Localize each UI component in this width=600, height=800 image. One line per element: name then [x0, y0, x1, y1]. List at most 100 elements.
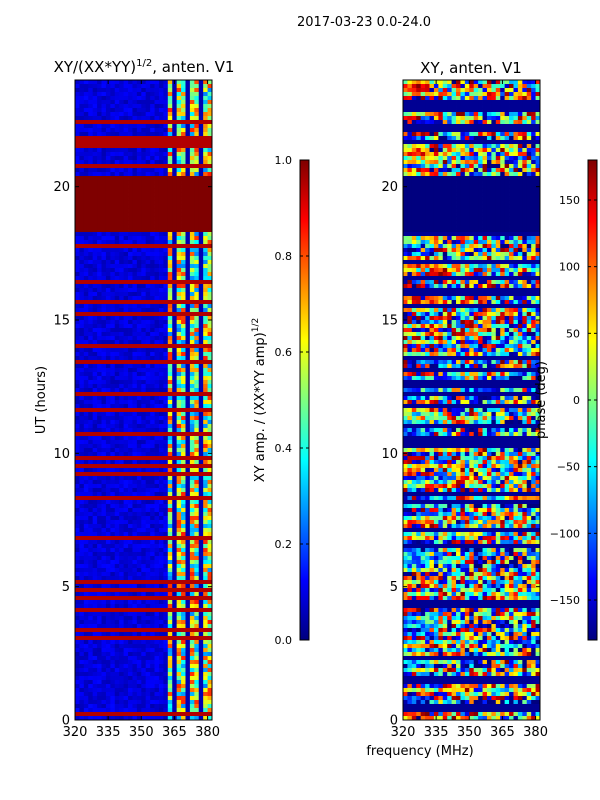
heatmap-cell — [167, 308, 173, 313]
heatmap-cell — [92, 652, 98, 657]
heatmap-cell — [163, 340, 169, 345]
heatmap-cell — [150, 88, 155, 93]
heatmap-cell — [105, 360, 111, 365]
heatmap-cell — [114, 696, 120, 701]
heatmap-cell — [141, 428, 147, 433]
heatmap-cell — [79, 428, 85, 433]
heatmap-cell — [123, 80, 129, 85]
heatmap-cell — [154, 316, 160, 321]
heatmap-cell — [114, 452, 120, 457]
heatmap-cell — [207, 568, 213, 573]
heatmap-cell — [194, 536, 200, 541]
heatmap-cell — [114, 704, 120, 709]
heatmap-cell — [123, 556, 129, 561]
heatmap-cell — [172, 92, 178, 97]
heatmap-cell — [83, 204, 89, 209]
heatmap-cell — [105, 168, 111, 173]
heatmap-cell — [167, 716, 173, 721]
heatmap-cell — [110, 456, 116, 461]
heatmap-cell — [189, 264, 195, 269]
heatmap-cell — [145, 272, 151, 277]
heatmap-cell — [203, 316, 208, 321]
heatmap-cell — [150, 108, 155, 113]
heatmap-cell — [119, 636, 125, 641]
heatmap-cell — [83, 648, 89, 653]
heatmap-cell — [189, 116, 195, 121]
heatmap-cell — [154, 468, 160, 473]
heatmap-cell — [163, 420, 169, 425]
heatmap-cell — [207, 492, 213, 497]
heatmap-cell — [79, 332, 85, 337]
heatmap-cell — [145, 372, 151, 377]
heatmap-cell — [75, 368, 80, 373]
heatmap-cell — [123, 628, 129, 633]
heatmap-cell — [198, 384, 204, 389]
heatmap-cell — [114, 668, 120, 673]
heatmap-cell — [207, 328, 213, 333]
heatmap-cell — [145, 484, 151, 489]
heatmap-cell — [163, 444, 169, 449]
heatmap-cell — [75, 700, 80, 705]
heatmap-cell — [114, 292, 120, 297]
heatmap-cell — [101, 280, 107, 285]
heatmap-cell — [123, 340, 129, 345]
heatmap-cell — [145, 320, 151, 325]
heatmap-cell — [114, 92, 120, 97]
heatmap-cell — [194, 244, 200, 249]
heatmap-cell — [114, 428, 120, 433]
heatmap-cell — [105, 456, 111, 461]
heatmap-cell — [83, 104, 89, 109]
heatmap-cell — [176, 576, 182, 581]
heatmap-cell — [158, 252, 164, 257]
heatmap-cell — [83, 488, 89, 493]
heatmap-cell — [132, 300, 138, 305]
heatmap-cell — [88, 432, 94, 437]
heatmap-cell — [114, 580, 120, 585]
heatmap-cell — [163, 180, 169, 185]
heatmap-cell — [154, 504, 160, 509]
heatmap-cell — [163, 272, 169, 277]
heatmap-cell — [105, 204, 111, 209]
heatmap-cell — [189, 228, 195, 233]
heatmap-cell — [172, 88, 178, 93]
heatmap-cell — [83, 420, 89, 425]
heatmap-cell — [92, 96, 98, 101]
heatmap-cell — [123, 216, 129, 221]
heatmap-cell — [145, 640, 151, 645]
heatmap-cell — [119, 656, 125, 661]
heatmap-cell — [88, 640, 94, 645]
heatmap-cell — [101, 260, 107, 265]
heatmap-cell — [75, 176, 80, 181]
heatmap-cell — [163, 436, 169, 441]
heatmap-cell — [128, 484, 133, 489]
heatmap-cell — [119, 672, 125, 677]
heatmap-cell — [128, 532, 133, 537]
heatmap-cell — [92, 416, 98, 421]
heatmap-cell — [150, 536, 155, 541]
heatmap-cell — [79, 568, 85, 573]
heatmap-cell — [132, 112, 138, 117]
heatmap-cell — [167, 304, 173, 309]
heatmap-cell — [150, 500, 155, 505]
heatmap-cell — [83, 636, 89, 641]
heatmap-cell — [136, 176, 142, 181]
heatmap-cell — [114, 216, 120, 221]
heatmap-cell — [114, 228, 120, 233]
heatmap-cell — [154, 292, 160, 297]
heatmap-cell — [92, 636, 98, 641]
heatmap-cell — [154, 512, 160, 517]
heatmap-cell — [141, 384, 147, 389]
heatmap-cell — [176, 88, 182, 93]
heatmap-cell — [172, 564, 178, 569]
heatmap-cell — [185, 620, 191, 625]
heatmap-cell — [119, 488, 125, 493]
heatmap-cell — [128, 640, 133, 645]
heatmap-cell — [207, 116, 213, 121]
heatmap-cell — [136, 424, 142, 429]
heatmap-cell — [119, 352, 125, 357]
heatmap-cell — [181, 88, 186, 93]
heatmap-cell — [167, 80, 173, 85]
heatmap-cell — [97, 140, 102, 145]
heatmap-cell — [194, 688, 200, 693]
heatmap-cell — [150, 252, 155, 257]
